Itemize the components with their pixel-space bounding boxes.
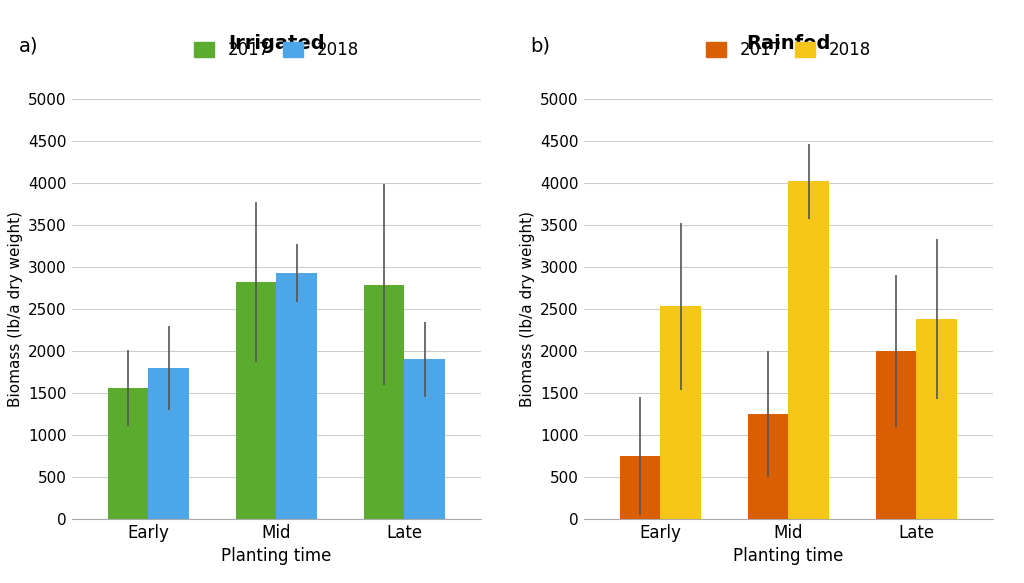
Legend: 2017, 2018: 2017, 2018 <box>701 36 876 64</box>
Title: Irrigated: Irrigated <box>228 34 325 53</box>
Title: Rainfed: Rainfed <box>746 34 830 53</box>
Y-axis label: Biomass (lb/a dry weight): Biomass (lb/a dry weight) <box>519 211 535 407</box>
Bar <box>276 273 317 519</box>
Bar <box>364 285 404 519</box>
Bar <box>788 181 829 519</box>
X-axis label: Planting time: Planting time <box>221 547 332 566</box>
Bar <box>236 282 276 519</box>
Text: b): b) <box>530 36 551 55</box>
Legend: 2017, 2018: 2017, 2018 <box>189 36 364 64</box>
Y-axis label: Biomass (lb/a dry weight): Biomass (lb/a dry weight) <box>7 211 23 407</box>
Bar <box>148 368 189 519</box>
Text: a): a) <box>18 36 38 55</box>
Bar <box>108 388 148 519</box>
Bar <box>876 351 916 519</box>
Bar <box>660 307 701 519</box>
Bar <box>916 319 957 519</box>
Bar <box>748 414 788 519</box>
X-axis label: Planting time: Planting time <box>733 547 844 566</box>
Bar <box>620 456 660 519</box>
Bar <box>404 359 445 519</box>
